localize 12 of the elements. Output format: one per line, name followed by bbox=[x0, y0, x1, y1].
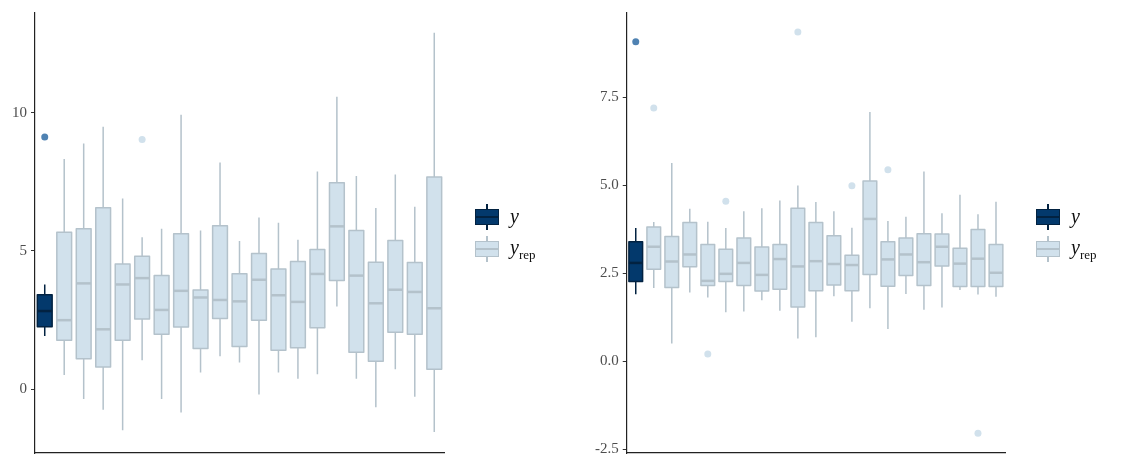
y-tick-label: 10 bbox=[12, 103, 27, 120]
y-tick-label: 7.5 bbox=[600, 88, 619, 105]
y-tick-label: 5.0 bbox=[600, 176, 619, 193]
legend-label: y$_{rep}$ bbox=[1071, 235, 1097, 263]
y-tick-label: 0 bbox=[19, 380, 27, 397]
legend-label: y bbox=[510, 205, 519, 228]
legend-label: y$_{rep}$ bbox=[510, 235, 536, 263]
y-tick-label: 2.5 bbox=[600, 264, 619, 281]
y-tick-label: 0.0 bbox=[600, 352, 619, 369]
y-tick-label: 5 bbox=[19, 241, 27, 258]
legend-label: y bbox=[1071, 205, 1080, 228]
y-tick-label: -2.5 bbox=[595, 440, 619, 457]
